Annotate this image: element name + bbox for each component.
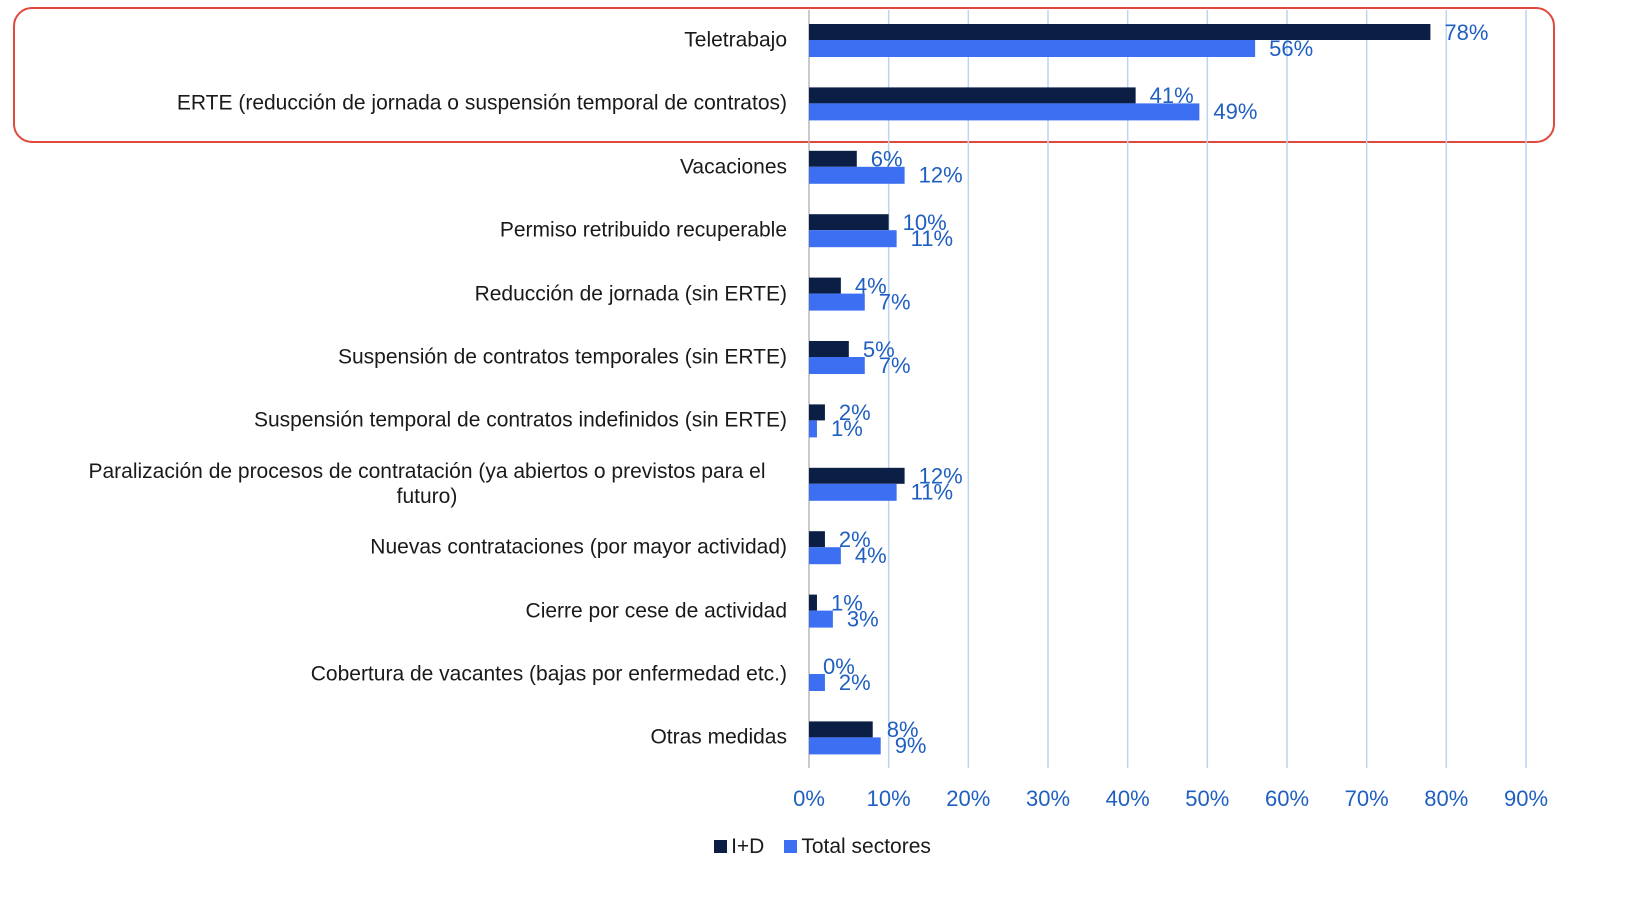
x-tick-label: 20% — [946, 786, 990, 811]
value-label: 2% — [839, 670, 871, 695]
value-label: 7% — [879, 289, 911, 314]
category-label: Vacaciones — [67, 154, 787, 179]
bar — [809, 214, 889, 231]
legend-item: I+D — [714, 835, 764, 858]
bar — [809, 150, 857, 167]
value-label: 4% — [855, 543, 887, 568]
x-tick-label: 40% — [1106, 786, 1150, 811]
category-text: Reducción de jornada (sin ERTE) — [474, 282, 787, 306]
bar — [809, 737, 881, 755]
category-label: ERTE (reducción de jornada o suspensión … — [67, 91, 787, 116]
legend-label: I+D — [731, 835, 765, 858]
category-text: Teletrabajo — [684, 28, 787, 52]
legend: I+D Total sectores — [0, 835, 1645, 859]
x-tick-label: 80% — [1424, 786, 1468, 811]
category-label: Suspensión de contratos temporales (sin … — [67, 345, 787, 370]
value-label: 2% — [839, 527, 871, 552]
legend-label: Total sectores — [801, 835, 931, 858]
x-tick-label: 10% — [867, 786, 911, 811]
category-text: Permiso retribuido recuperable — [499, 218, 787, 242]
bar — [809, 547, 841, 565]
bar — [809, 594, 817, 611]
value-label: 49% — [1213, 99, 1257, 124]
bar — [809, 341, 849, 357]
x-tick-label: 50% — [1185, 786, 1229, 811]
bar — [809, 103, 1200, 121]
bar — [809, 404, 825, 421]
value-label: 9% — [895, 733, 927, 758]
value-label: 10% — [903, 210, 947, 235]
category-label: Cierre por cese de actividad — [67, 598, 787, 623]
bar — [809, 24, 1431, 40]
category-label: Reducción de jornada (sin ERTE) — [67, 281, 787, 306]
value-label: 1% — [831, 590, 863, 615]
category-text: Cobertura de vacantes (bajas por enferme… — [310, 662, 787, 686]
value-label: 5% — [863, 337, 895, 362]
bar — [809, 230, 897, 248]
bar — [809, 467, 905, 484]
bar — [809, 610, 833, 628]
value-label: 78% — [1444, 20, 1488, 45]
category-text: Otras medidas — [650, 725, 787, 749]
x-tick-label: 90% — [1504, 786, 1548, 811]
bar — [809, 531, 825, 548]
bar — [809, 357, 865, 374]
category-text: Nuevas contrataciones (por mayor activid… — [370, 535, 787, 559]
bar — [809, 420, 817, 438]
category-label: Otras medidas — [67, 725, 787, 750]
category-text: ERTE (reducción de jornada o suspensión … — [176, 91, 787, 115]
legend-swatch — [784, 840, 798, 853]
category-label: Teletrabajo — [67, 28, 787, 53]
bar — [809, 277, 841, 294]
x-tick-label: 0% — [793, 786, 825, 811]
value-label: 11% — [911, 226, 953, 251]
category-text: Cierre por cese de actividad — [525, 599, 787, 623]
value-label: 7% — [879, 353, 911, 378]
x-tick-label: 60% — [1265, 786, 1309, 811]
x-tick-label: 70% — [1345, 786, 1389, 811]
bar — [809, 87, 1136, 104]
value-label: 2% — [839, 400, 871, 425]
value-label: 3% — [847, 606, 879, 631]
category-text: Suspensión temporal de contratos indefin… — [253, 408, 787, 432]
bar — [809, 483, 897, 501]
value-label: 8% — [887, 717, 919, 742]
category-text: Vacaciones — [679, 155, 787, 179]
bar — [809, 674, 825, 691]
category-text: Suspensión de contratos temporales (sin … — [338, 345, 787, 369]
value-label: 1% — [831, 416, 863, 441]
bar — [809, 721, 873, 738]
value-label: 12% — [919, 163, 963, 188]
category-label: Paralización de procesos de contratación… — [67, 459, 787, 509]
category-label: Cobertura de vacantes (bajas por enferme… — [67, 662, 787, 687]
bar — [809, 40, 1256, 57]
bar — [809, 293, 865, 311]
value-label: 11% — [911, 480, 953, 505]
category-label: Suspensión temporal de contratos indefin… — [67, 408, 787, 433]
legend-swatch — [714, 840, 728, 853]
category-label: Nuevas contrataciones (por mayor activid… — [67, 535, 787, 560]
highlight-box — [13, 7, 1555, 143]
legend-item: Total sectores — [784, 835, 931, 858]
bar — [809, 166, 905, 184]
value-label: 12% — [919, 464, 963, 489]
value-label: 56% — [1269, 36, 1313, 61]
x-tick-label: 30% — [1026, 786, 1070, 811]
value-label: 0% — [823, 654, 855, 679]
category-label: Permiso retribuido recuperable — [67, 218, 787, 243]
category-text: Paralización de procesos de contratación… — [88, 459, 766, 508]
